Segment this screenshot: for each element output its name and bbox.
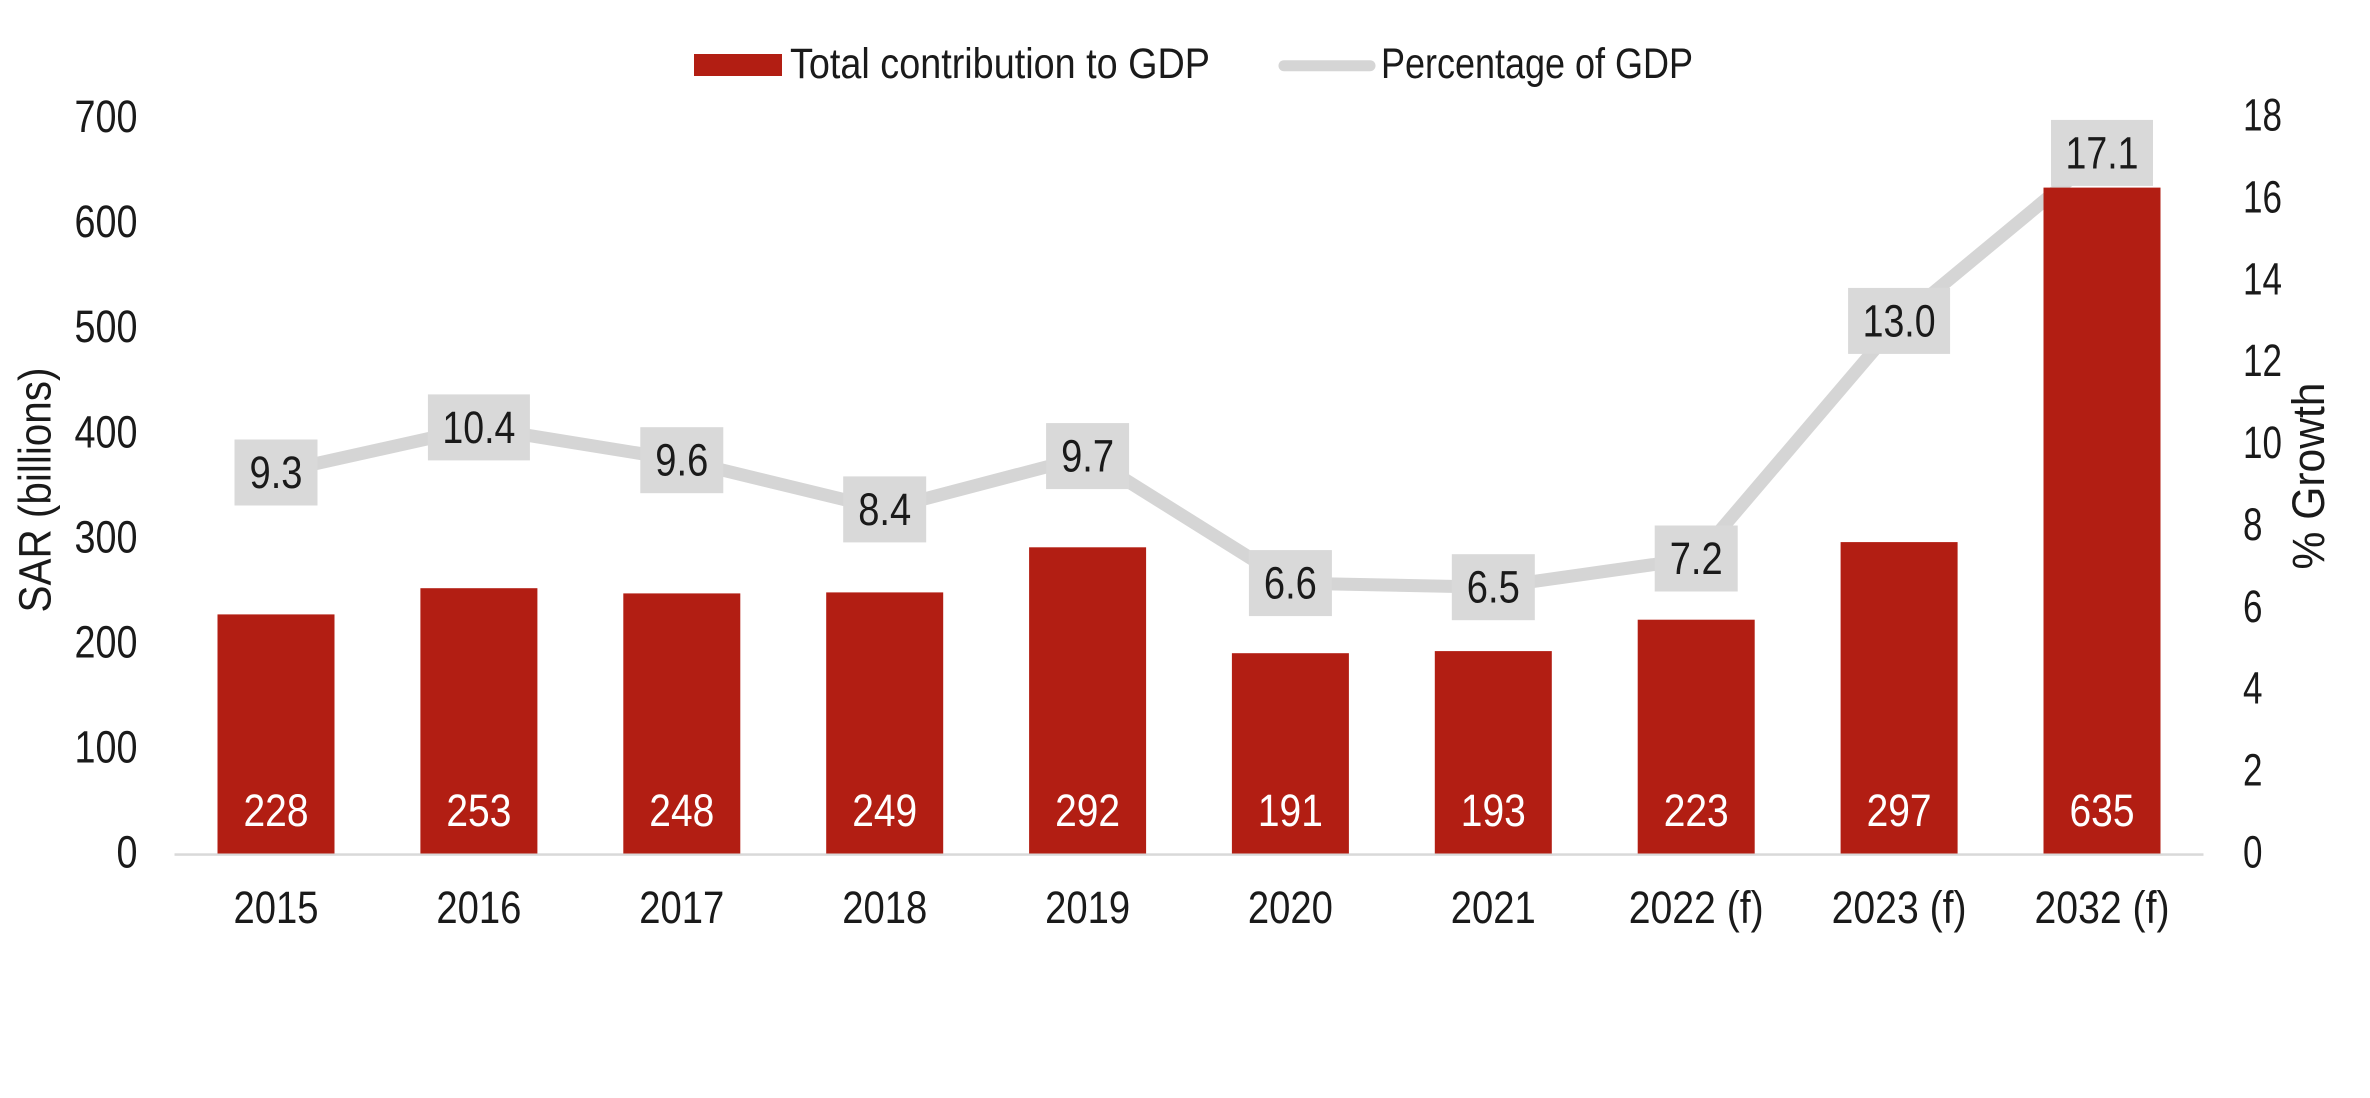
svg-text:191: 191 <box>1258 785 1323 836</box>
svg-text:9.3: 9.3 <box>250 447 303 498</box>
svg-text:248: 248 <box>649 785 714 836</box>
svg-text:400: 400 <box>75 406 138 457</box>
svg-text:6: 6 <box>2243 581 2263 632</box>
svg-text:500: 500 <box>75 301 138 352</box>
svg-text:223: 223 <box>1664 785 1729 836</box>
svg-text:SAR (billions): SAR (billions) <box>10 368 61 613</box>
svg-text:4: 4 <box>2243 663 2263 714</box>
svg-text:2020: 2020 <box>1248 882 1333 933</box>
svg-text:2023 (f): 2023 (f) <box>1832 882 1967 933</box>
svg-text:635: 635 <box>2070 785 2135 836</box>
svg-text:12: 12 <box>2243 335 2282 386</box>
svg-text:200: 200 <box>75 616 138 667</box>
svg-text:17.1: 17.1 <box>2066 127 2139 178</box>
svg-text:2022 (f): 2022 (f) <box>1629 882 1764 933</box>
svg-text:193: 193 <box>1461 785 1526 836</box>
svg-text:6.6: 6.6 <box>1264 558 1317 609</box>
svg-text:297: 297 <box>1867 785 1932 836</box>
svg-text:100: 100 <box>75 721 138 772</box>
svg-text:6.5: 6.5 <box>1467 562 1520 613</box>
svg-text:2016: 2016 <box>436 882 521 933</box>
svg-text:2: 2 <box>2243 745 2263 796</box>
svg-text:7.2: 7.2 <box>1670 533 1723 584</box>
svg-text:8: 8 <box>2243 499 2263 550</box>
svg-text:2018: 2018 <box>842 882 927 933</box>
svg-text:10.4: 10.4 <box>442 402 515 453</box>
svg-text:14: 14 <box>2243 253 2282 304</box>
svg-text:10: 10 <box>2243 417 2282 468</box>
svg-text:% Growth: % Growth <box>2283 383 2334 570</box>
svg-text:300: 300 <box>75 511 138 562</box>
svg-text:9.7: 9.7 <box>1061 431 1114 482</box>
svg-text:0: 0 <box>117 827 138 878</box>
svg-text:16: 16 <box>2243 172 2282 223</box>
svg-text:600: 600 <box>75 196 138 247</box>
svg-text:700: 700 <box>75 91 138 142</box>
svg-text:253: 253 <box>446 785 511 836</box>
svg-text:9.6: 9.6 <box>655 435 708 486</box>
svg-text:2015: 2015 <box>234 882 319 933</box>
svg-text:292: 292 <box>1055 785 1120 836</box>
svg-text:2019: 2019 <box>1045 882 1130 933</box>
svg-text:2017: 2017 <box>639 882 724 933</box>
svg-text:8.4: 8.4 <box>858 484 911 535</box>
svg-text:13.0: 13.0 <box>1863 295 1936 346</box>
svg-text:228: 228 <box>244 785 309 836</box>
svg-text:Percentage of GDP: Percentage of GDP <box>1381 40 1693 88</box>
svg-text:0: 0 <box>2243 827 2263 878</box>
svg-text:18: 18 <box>2243 90 2282 141</box>
svg-text:Total contribution to GDP: Total contribution to GDP <box>790 40 1210 88</box>
svg-text:249: 249 <box>852 785 917 836</box>
svg-text:2021: 2021 <box>1451 882 1536 933</box>
svg-text:2032 (f): 2032 (f) <box>2035 882 2170 933</box>
